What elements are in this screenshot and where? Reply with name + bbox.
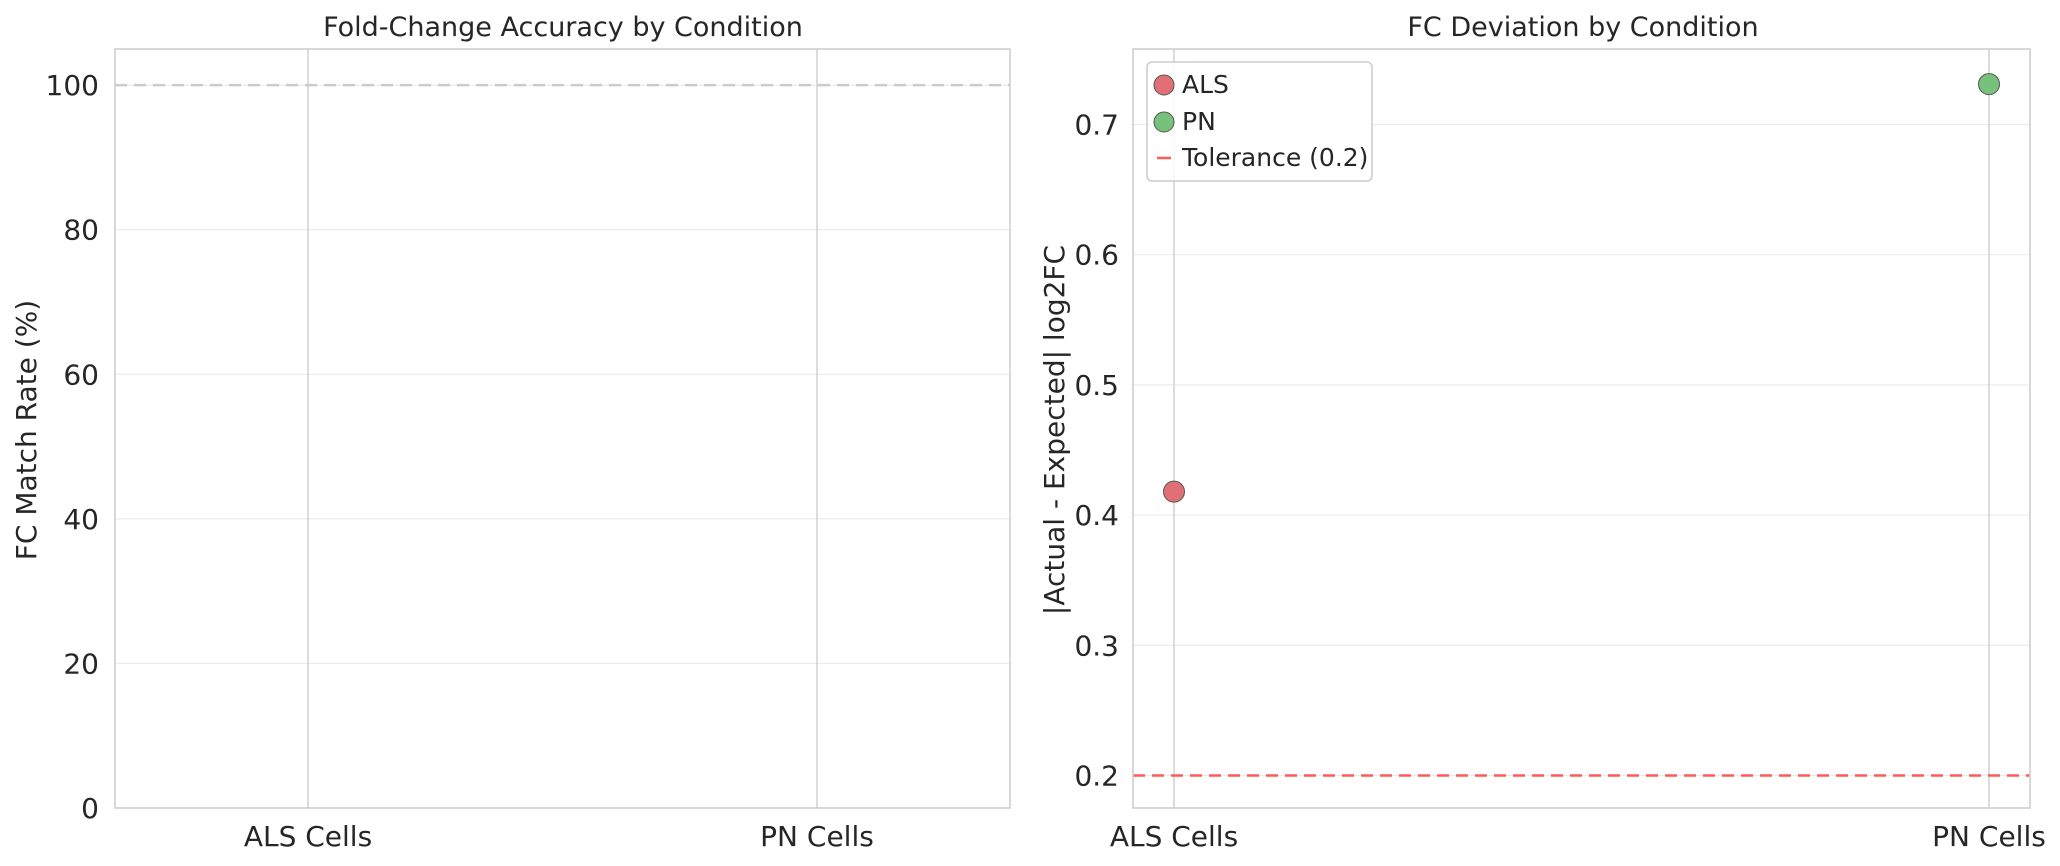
- legend-label-tolerance: Tolerance (0.2): [1181, 143, 1368, 172]
- right-y-tick-label: 0.5: [1074, 369, 1119, 402]
- right-points: [1163, 73, 2000, 503]
- right-y-axis-label: |Actual - Expected| log2FC: [1038, 245, 1071, 615]
- left-y-tick-label: 100: [46, 69, 99, 102]
- left-gridlines: [115, 49, 1010, 809]
- right-y-tick-label: 0.4: [1074, 499, 1119, 532]
- fc-deviation-panel: FC Deviation by Condition |Actual - Expe…: [1038, 12, 2046, 853]
- left-y-axis-label: FC Match Rate (%): [10, 300, 43, 560]
- legend-label-pn: PN: [1182, 107, 1216, 136]
- right-x-tick-label: ALS Cells: [1110, 820, 1238, 853]
- left-y-tick-label: 20: [63, 647, 99, 680]
- left-chart-title: Fold-Change Accuracy by Condition: [323, 12, 803, 43]
- right-y-tick-label: 0.6: [1074, 239, 1119, 272]
- left-y-tick-label: 60: [63, 358, 99, 391]
- right-y-tick-label: 0.7: [1074, 109, 1119, 142]
- left-x-tick-label: ALS Cells: [244, 820, 372, 853]
- left-x-ticks: ALS Cells PN Cells: [244, 820, 874, 853]
- right-y-ticks: 0.2 0.3 0.4 0.5 0.6 0.7: [1074, 109, 1119, 793]
- right-y-tick-label: 0.2: [1074, 759, 1119, 792]
- point-als: [1163, 480, 1185, 503]
- legend-marker-als: [1153, 74, 1175, 96]
- left-plot-frame: [114, 48, 1011, 809]
- legend-box: [1146, 61, 1373, 182]
- fc-accuracy-panel: Fold-Change Accuracy by Condition FC Mat…: [10, 12, 1011, 853]
- legend: ALS PN Tolerance (0.2): [1146, 61, 1373, 182]
- legend-marker-pn: [1153, 111, 1175, 133]
- left-y-tick-label: 0: [81, 792, 99, 825]
- right-x-ticks: ALS Cells PN Cells: [1110, 820, 2046, 853]
- right-y-tick-label: 0.3: [1074, 629, 1119, 662]
- left-y-ticks: 0 20 40 60 80 100: [46, 69, 99, 825]
- right-plot-frame: [1132, 48, 2031, 809]
- left-y-tick-label: 80: [63, 214, 99, 247]
- right-chart-title: FC Deviation by Condition: [1407, 12, 1758, 43]
- legend-label-als: ALS: [1182, 70, 1229, 99]
- left-y-tick-label: 40: [63, 503, 99, 536]
- point-pn: [1978, 73, 2000, 96]
- left-x-tick-label: PN Cells: [760, 820, 874, 853]
- right-x-tick-label: PN Cells: [1932, 820, 2046, 853]
